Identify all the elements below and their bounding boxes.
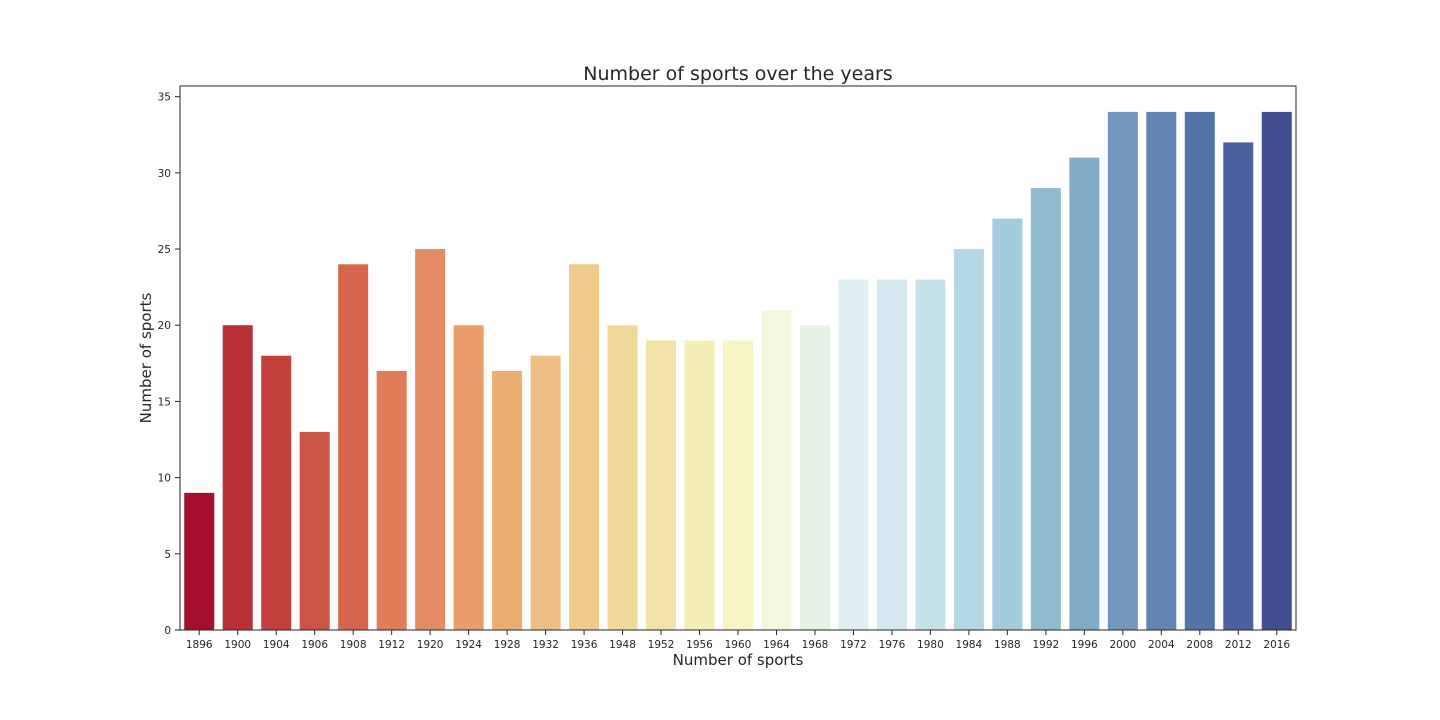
bar-2008: [1184, 111, 1215, 630]
x-tick-label: 1906: [301, 639, 328, 651]
x-tick-label: 1928: [494, 639, 521, 651]
bar-1976: [876, 279, 907, 630]
y-axis-label: Number of sports: [137, 293, 155, 424]
x-axis-label: Number of sports: [673, 651, 804, 669]
x-tick-label: 1976: [879, 639, 906, 651]
bar-1968: [799, 325, 830, 630]
y-axis-ticks: 0 5 10 15 20 25 30 35: [158, 92, 180, 637]
x-tick-label: 1972: [840, 639, 867, 651]
bar-1912: [376, 370, 407, 630]
x-tick-label: 1996: [1071, 639, 1098, 651]
bar-1932: [530, 355, 561, 630]
bar-1964: [761, 310, 792, 630]
bar-1980: [915, 279, 946, 630]
bar-2004: [1146, 111, 1177, 630]
bar-1960: [722, 340, 754, 630]
x-tick-label: 1932: [532, 639, 559, 651]
y-tick-label: 35: [158, 92, 171, 104]
y-tick-label: 25: [158, 244, 171, 256]
bar-1928: [492, 370, 523, 630]
x-tick-label: 1964: [763, 639, 790, 651]
y-tick-label: 10: [158, 473, 171, 485]
x-tick-label: 2008: [1186, 639, 1213, 651]
x-tick-label: 1956: [686, 639, 713, 651]
y-tick-label: 15: [158, 396, 171, 408]
x-tick-label: 1948: [609, 639, 636, 651]
x-tick-label: 2000: [1109, 639, 1136, 651]
bar-2000: [1107, 111, 1138, 630]
bar-1996: [1069, 157, 1100, 630]
x-tick-label: 1968: [802, 639, 829, 651]
chart-title: Number of sports over the years: [583, 63, 892, 85]
y-tick-label: 20: [158, 320, 171, 332]
bar-1972: [838, 279, 869, 630]
x-tick-label: 1924: [455, 639, 482, 651]
x-tick-label: 2016: [1263, 639, 1290, 651]
bar-1988: [992, 218, 1023, 630]
bar-1900: [222, 325, 253, 630]
bar-1936: [569, 264, 600, 630]
bar-1992: [1030, 188, 1061, 630]
x-tick-label: 1952: [648, 639, 675, 651]
bar-1920: [415, 249, 446, 631]
x-tick-label: 1908: [340, 639, 367, 651]
bar-1904: [261, 355, 292, 630]
bar-1984: [953, 249, 984, 631]
x-tick-label: 1960: [725, 639, 752, 651]
bar-2012: [1223, 142, 1254, 630]
x-tick-label: 1936: [571, 639, 598, 651]
x-tick-label: 1984: [956, 639, 983, 651]
bar-1924: [453, 325, 484, 630]
x-tick-label: 1912: [378, 639, 405, 651]
bar-1948: [607, 325, 638, 630]
x-tick-label: 1920: [417, 639, 444, 651]
bar-1956: [684, 340, 715, 630]
bar-2016: [1261, 111, 1292, 630]
bar-1908: [338, 264, 369, 630]
bars-group: [184, 111, 1292, 631]
y-tick-label: 5: [164, 549, 171, 561]
y-tick-label: 30: [158, 168, 171, 180]
bar-1952: [646, 340, 677, 630]
x-axis-ticks: 1896 1900 1904 1906 1908 1912 1920 1924 1928 1932…: [186, 630, 1290, 651]
x-tick-label: 1988: [994, 639, 1021, 651]
x-tick-label: 1896: [186, 639, 213, 651]
x-tick-label: 1980: [917, 639, 944, 651]
x-tick-label: 1900: [224, 639, 251, 651]
x-tick-label: 1904: [263, 639, 290, 651]
y-tick-label: 0: [164, 625, 171, 637]
plot-frame: [179, 85, 1297, 631]
bar-1896: [184, 492, 215, 630]
bar-1906: [299, 431, 330, 630]
x-tick-label: 1992: [1032, 639, 1059, 651]
x-tick-label: 2004: [1148, 639, 1175, 651]
x-tick-label: 2012: [1225, 639, 1252, 651]
